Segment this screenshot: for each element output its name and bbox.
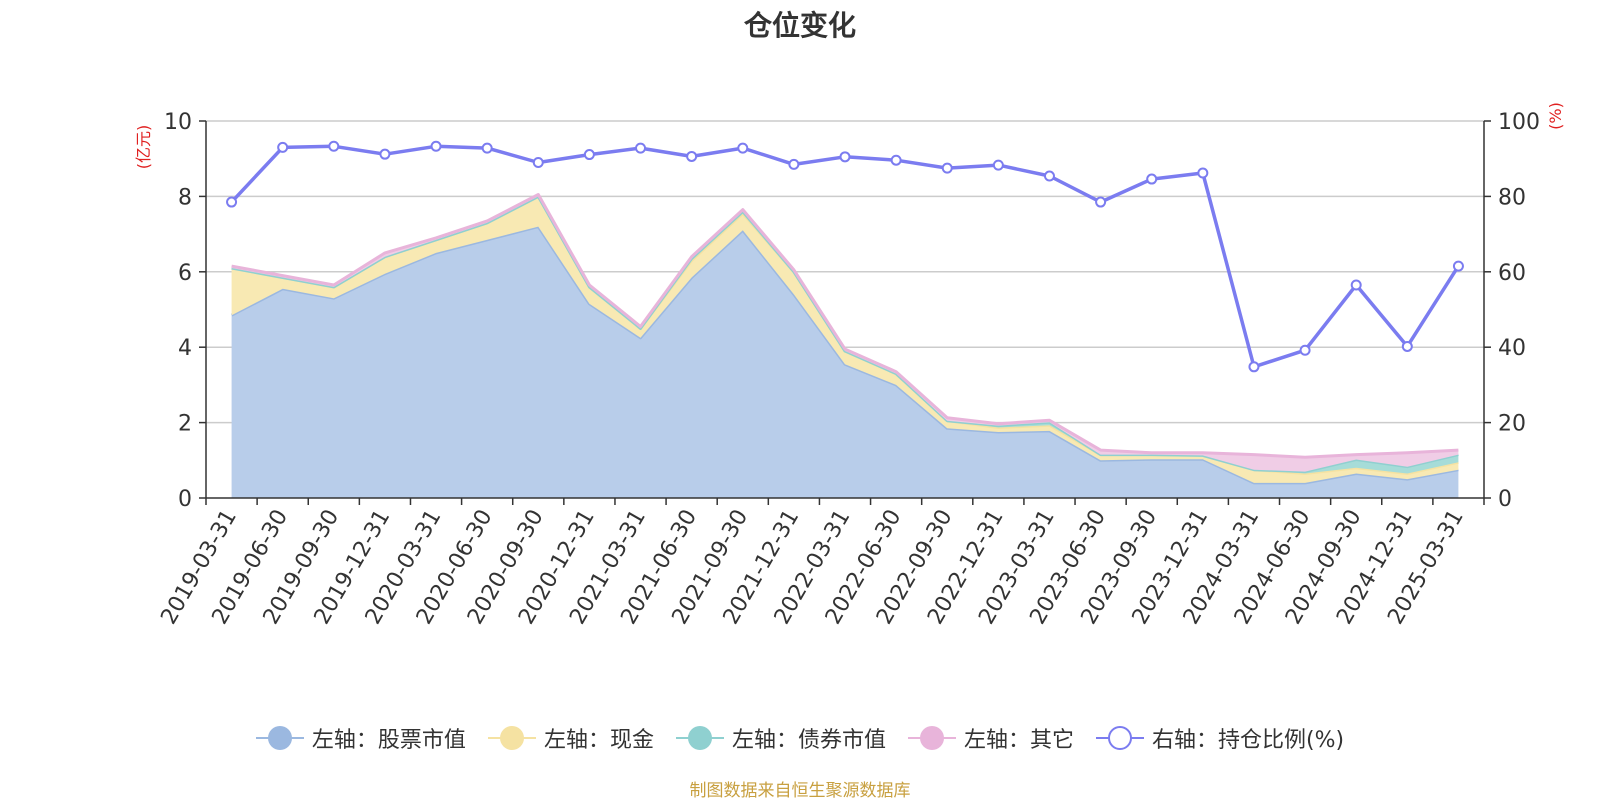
- legend-label: 左轴：其它: [963, 728, 1074, 753]
- ratio-point: [992, 159, 1004, 171]
- ratio-point: [1197, 167, 1209, 179]
- right-tick-label: 80: [1498, 185, 1526, 210]
- legend-label: 左轴：股票市值: [311, 728, 466, 753]
- legend-marker-icon: [487, 726, 536, 750]
- ratio-point: [1299, 344, 1311, 356]
- ratio-point: [941, 162, 953, 174]
- legend-label: 右轴：持仓比例(%): [1151, 728, 1345, 753]
- source-note: 制图数据来自恒生聚源数据库: [689, 781, 911, 801]
- right-tick-label: 0: [1498, 487, 1512, 512]
- legend-item[interactable]: 左轴：债券市值: [675, 722, 886, 754]
- ratio-point: [1095, 196, 1107, 208]
- ratio-point: [1248, 361, 1260, 373]
- ratio-point: [890, 154, 902, 166]
- ratio-point: [277, 141, 289, 153]
- ratio-point: [839, 151, 851, 163]
- ratio-point: [481, 142, 493, 154]
- left-tick-label: 10: [164, 110, 192, 135]
- legend-item[interactable]: 左轴：现金: [487, 722, 654, 754]
- left-tick-label: 2: [178, 412, 192, 437]
- ratio-point: [1043, 170, 1055, 182]
- ratio-point: [226, 196, 238, 208]
- legend-marker-icon: [1095, 726, 1144, 750]
- legend-label: 左轴：债券市值: [731, 728, 886, 753]
- ratio-point: [583, 149, 595, 161]
- axes: [199, 120, 1491, 505]
- ratio-point: [1401, 340, 1413, 352]
- chart-title: 仓位变化: [743, 9, 856, 42]
- ratio-point: [686, 150, 698, 162]
- area-line: [231, 193, 1459, 459]
- ratio-point: [737, 142, 749, 154]
- stacked-areas: [230, 193, 1459, 498]
- right-tick-label: 100: [1498, 110, 1540, 135]
- ratio-point: [788, 158, 800, 170]
- left-axis-unit: (亿元): [134, 125, 153, 170]
- area-fill: [231, 226, 1459, 498]
- right-axis-unit: (%): [1546, 102, 1565, 130]
- legend-item[interactable]: 右轴：持仓比例(%): [1095, 722, 1345, 754]
- ratio-point: [1452, 260, 1464, 272]
- ratio-point: [328, 140, 340, 152]
- ratio-point: [430, 140, 442, 152]
- chart-legend: 左轴：股票市值 左轴：现金 左轴：债券市值 左轴：其它 右轴：持仓比例(%): [0, 722, 1600, 754]
- ratio-point: [1350, 279, 1362, 291]
- left-tick-label: 6: [178, 261, 192, 286]
- ratio-point: [379, 148, 391, 160]
- left-tick-label: 0: [178, 487, 192, 512]
- legend-label: 左轴：现金: [543, 728, 654, 753]
- right-tick-label: 60: [1498, 261, 1526, 286]
- legend-marker-icon: [907, 726, 956, 750]
- ratio-point: [635, 142, 647, 154]
- legend-item[interactable]: 左轴：股票市值: [255, 722, 466, 754]
- ratio-line: [226, 140, 1464, 373]
- left-tick-label: 8: [178, 185, 192, 210]
- right-tick-label: 20: [1498, 412, 1526, 437]
- legend-item[interactable]: 左轴：其它: [907, 722, 1074, 754]
- right-tick-label: 40: [1498, 336, 1526, 361]
- legend-marker-icon: [675, 726, 724, 750]
- legend-marker-icon: [255, 726, 304, 750]
- ratio-point: [532, 156, 544, 168]
- left-tick-label: 4: [178, 336, 192, 361]
- ratio-point: [1146, 173, 1158, 185]
